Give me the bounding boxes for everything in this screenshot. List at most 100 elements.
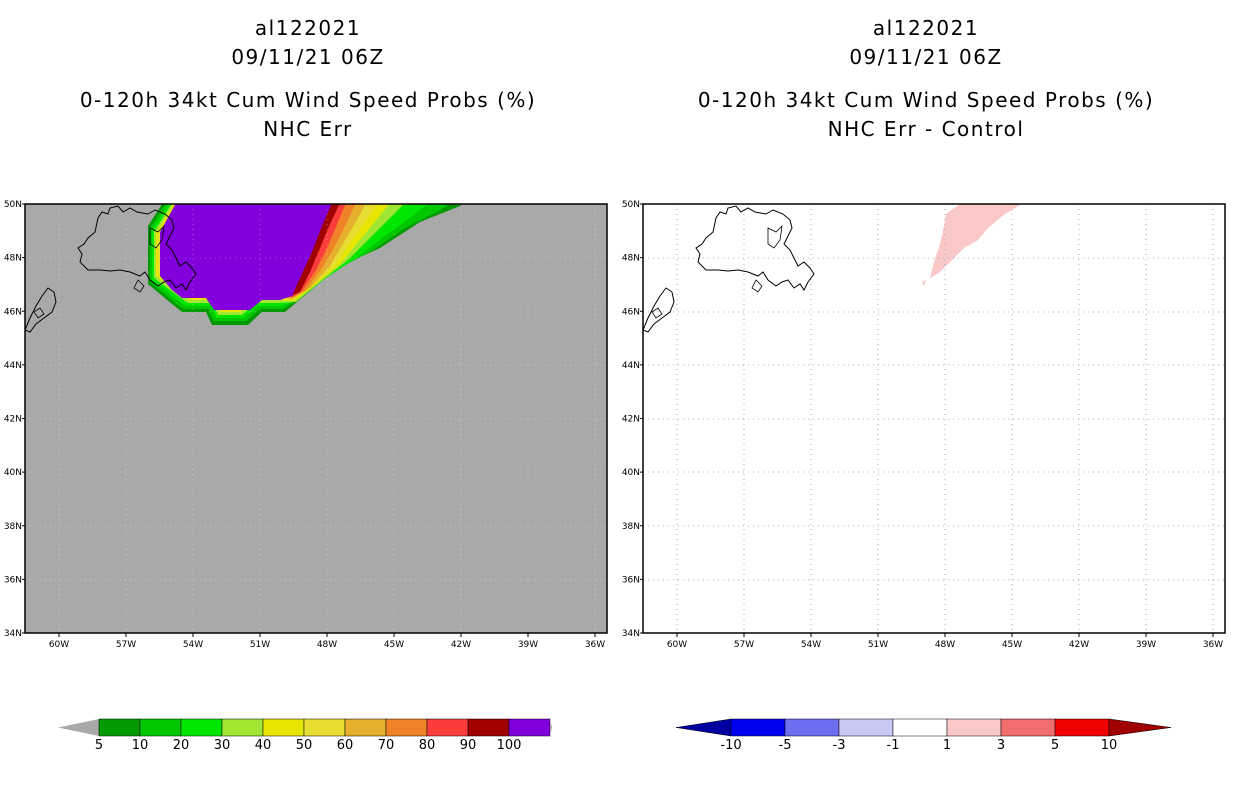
left-lat-label: 34N <box>4 629 22 639</box>
right-lon-label: 42W <box>1069 640 1089 650</box>
right-storm-id: al122021 <box>872 16 980 40</box>
right-colorbar-label: 3 <box>997 738 1005 753</box>
right-product-title: 0-120h 34kt Cum Wind Speed Probs (%) <box>697 88 1155 112</box>
right-colorbar-swatch <box>730 718 786 737</box>
right-lat-label: 38N <box>622 522 640 532</box>
left-colorbar-swatch <box>508 718 551 737</box>
left-colorbar-label: 5 <box>95 738 103 753</box>
left-colorbar-label: 60 <box>337 738 354 753</box>
left-colorbar-swatch <box>426 718 469 737</box>
right-lat-labels: 50N 48N 46N 44N 42N 40N 38N 36N 34N <box>622 200 643 639</box>
right-colorbar-label: -5 <box>779 738 792 753</box>
right-colorbar-label: 1 <box>943 738 951 753</box>
left-colorbar-label: 10 <box>132 738 149 753</box>
right-lat-label: 46N <box>622 307 640 317</box>
left-lat-label: 48N <box>4 254 22 264</box>
left-lon-label: 42W <box>451 640 471 650</box>
left-colorbar-swatch <box>221 718 264 737</box>
right-colorbar-swatch <box>1054 718 1110 737</box>
right-lon-label: 54W <box>801 640 821 650</box>
left-datetime: 09/11/21 06Z <box>231 45 385 69</box>
right-colorbar-swatch <box>892 718 948 737</box>
left-lat-label: 38N <box>4 522 22 532</box>
right-difference-field <box>922 204 1022 286</box>
left-map: 60W 57W 54W 51W 48W 45W 42W 39W 36W 50N 48N 46N 44N… <box>4 200 608 650</box>
left-colorbar-label: 90 <box>460 738 477 753</box>
left-lon-label: 57W <box>116 640 136 650</box>
left-colorbar-label: 30 <box>214 738 231 753</box>
right-lon-label: 51W <box>868 640 888 650</box>
left-lon-label: 48W <box>317 640 337 650</box>
left-lon-label: 45W <box>384 640 404 650</box>
right-colorbar-high-extend <box>1108 718 1172 737</box>
left-colorbar-label: 50 <box>296 738 313 753</box>
left-colorbar-swatch <box>303 718 346 737</box>
left-lon-label: 51W <box>250 640 270 650</box>
right-lat-label: 40N <box>622 468 640 478</box>
left-colorbar: 5 10 20 30 40 50 60 70 80 90 100 <box>58 718 552 753</box>
right-lat-label: 42N <box>622 415 640 425</box>
right-colorbar-label: -1 <box>887 738 900 753</box>
right-lon-label: 48W <box>935 640 955 650</box>
left-lon-label: 36W <box>585 640 605 650</box>
right-lat-label: 34N <box>622 629 640 639</box>
left-lon-label: 60W <box>49 640 69 650</box>
left-lat-labels: 50N 48N 46N 44N 42N 40N 38N 36N 34N <box>4 200 25 639</box>
left-lon-label: 54W <box>183 640 203 650</box>
right-colorbar-label: 10 <box>1101 738 1118 753</box>
right-colorbar-label: -10 <box>720 738 741 753</box>
left-lat-label: 40N <box>4 468 22 478</box>
left-subtitle: NHC Err <box>263 117 353 141</box>
left-lon-labels: 60W 57W 54W 51W 48W 45W 42W 39W 36W <box>49 633 605 650</box>
left-colorbar-swatch <box>180 718 223 737</box>
left-colorbar-swatch <box>262 718 305 737</box>
right-lon-label: 45W <box>1002 640 1022 650</box>
right-positive-diff-region <box>930 204 1022 278</box>
left-lat-label: 50N <box>4 200 22 210</box>
left-lat-label: 36N <box>4 575 22 585</box>
left-product-title: 0-120h 34kt Cum Wind Speed Probs (%) <box>79 88 537 112</box>
left-colorbar-label: 20 <box>173 738 190 753</box>
left-lat-label: 46N <box>4 307 22 317</box>
right-lon-label: 36W <box>1203 640 1223 650</box>
left-colorbar-label: 100 <box>497 738 522 753</box>
right-subtitle: NHC Err - Control <box>827 117 1025 141</box>
right-gridlines <box>643 204 1225 633</box>
left-lat-label: 42N <box>4 415 22 425</box>
left-colorbar-label: 40 <box>255 738 272 753</box>
left-lat-label: 44N <box>4 361 22 371</box>
right-datetime: 09/11/21 06Z <box>849 45 1003 69</box>
right-lat-label: 48N <box>622 254 640 264</box>
right-colorbar-swatch <box>946 718 1002 737</box>
right-lat-label: 50N <box>622 200 640 210</box>
right-colorbar-low-extend <box>675 718 732 737</box>
right-colorbar-swatch <box>838 718 894 737</box>
left-lon-label: 39W <box>518 640 538 650</box>
right-lon-labels: 60W 57W 54W 51W 48W 45W 42W 39W 36W <box>667 633 1223 650</box>
right-colorbar: -10 -5 -3 -1 1 3 5 10 <box>675 718 1172 753</box>
right-lon-label: 60W <box>667 640 687 650</box>
left-colorbar-swatch <box>385 718 428 737</box>
right-lat-label: 36N <box>622 575 640 585</box>
left-colorbar-label: 80 <box>419 738 436 753</box>
right-lat-label: 44N <box>622 361 640 371</box>
left-gridlines <box>25 204 607 633</box>
right-colorbar-label: 5 <box>1051 738 1059 753</box>
left-colorbar-swatch <box>139 718 182 737</box>
left-100pct-region <box>160 204 332 310</box>
right-colorbar-swatch <box>1000 718 1056 737</box>
left-probability-field <box>148 204 463 325</box>
left-colorbar-swatch <box>344 718 387 737</box>
left-colorbar-label: 70 <box>378 738 395 753</box>
right-lon-label: 57W <box>734 640 754 650</box>
right-panel-title: al122021 09/11/21 06Z 0-120h 34kt Cum Wi… <box>626 14 1226 144</box>
right-colorbar-swatch <box>784 718 840 737</box>
left-colorbar-high-extend <box>550 719 552 736</box>
left-colorbar-swatch <box>98 718 141 737</box>
left-colorbar-swatch <box>467 718 510 737</box>
right-lon-label: 39W <box>1136 640 1156 650</box>
right-map: 60W 57W 54W 51W 48W 45W 42W 39W 36W 50N 48N 46N 44N… <box>622 200 1226 650</box>
left-panel-title: al122021 09/11/21 06Z 0-120h 34kt Cum Wi… <box>8 14 608 144</box>
left-storm-id: al122021 <box>254 16 362 40</box>
